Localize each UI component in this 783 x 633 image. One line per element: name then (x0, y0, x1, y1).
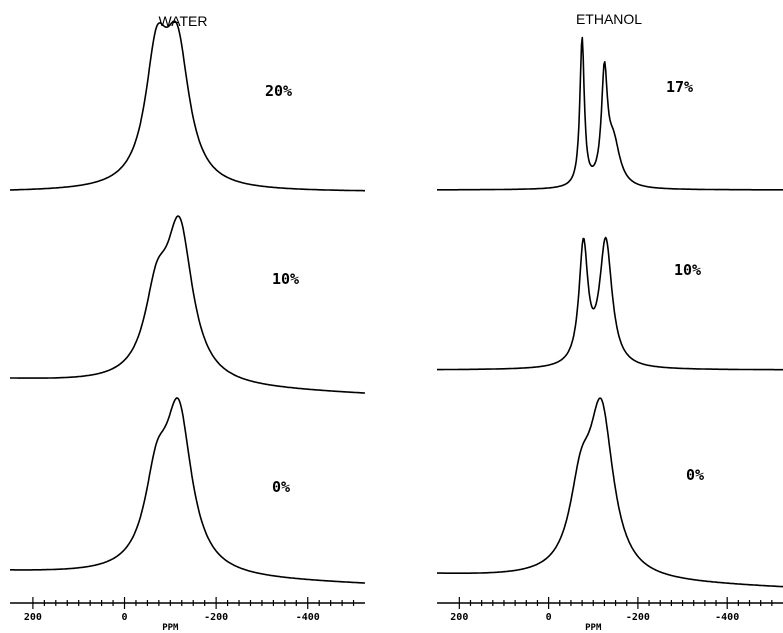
water-tick-label: 200 (24, 612, 42, 623)
ethanol-panel: 17% 10% 0% 200 0 -200 -400 PPM (437, 36, 783, 633)
ethanol-concentration-label: 17% (666, 78, 693, 96)
water-x-axis-label: PPM (162, 623, 179, 633)
panel-title-ethanol: ETHANOL (576, 11, 642, 27)
ethanol-spectrum-10pct (437, 236, 783, 371)
ethanol-tick-label: -400 (715, 612, 739, 623)
water-panel: 20% 10% 0% 200 0 -200 -400 PPM (9, 20, 365, 633)
ethanol-spectrum-17pct (437, 36, 783, 191)
water-concentration-label: 20% (265, 82, 292, 100)
water-tick-label: -400 (296, 612, 320, 623)
ethanol-tick-label: 0 (546, 612, 552, 623)
ethanol-tick-label: -200 (626, 612, 650, 623)
water-spectrum-20pct (10, 20, 365, 192)
ethanol-concentration-label: 10% (674, 261, 701, 279)
ethanol-x-axis-label: PPM (585, 623, 602, 633)
water-tick-label: 0 (122, 612, 128, 623)
water-spectrum-0pct (10, 397, 365, 584)
ethanol-spectrum-0pct (437, 397, 783, 588)
ethanol-concentration-label: 0% (686, 466, 704, 484)
water-concentration-label: 0% (272, 478, 290, 496)
ethanol-tick-label: 200 (450, 612, 468, 623)
water-spectrum-10pct (9, 215, 365, 394)
water-concentration-label: 10% (272, 270, 299, 288)
water-tick-label: -200 (204, 612, 228, 623)
